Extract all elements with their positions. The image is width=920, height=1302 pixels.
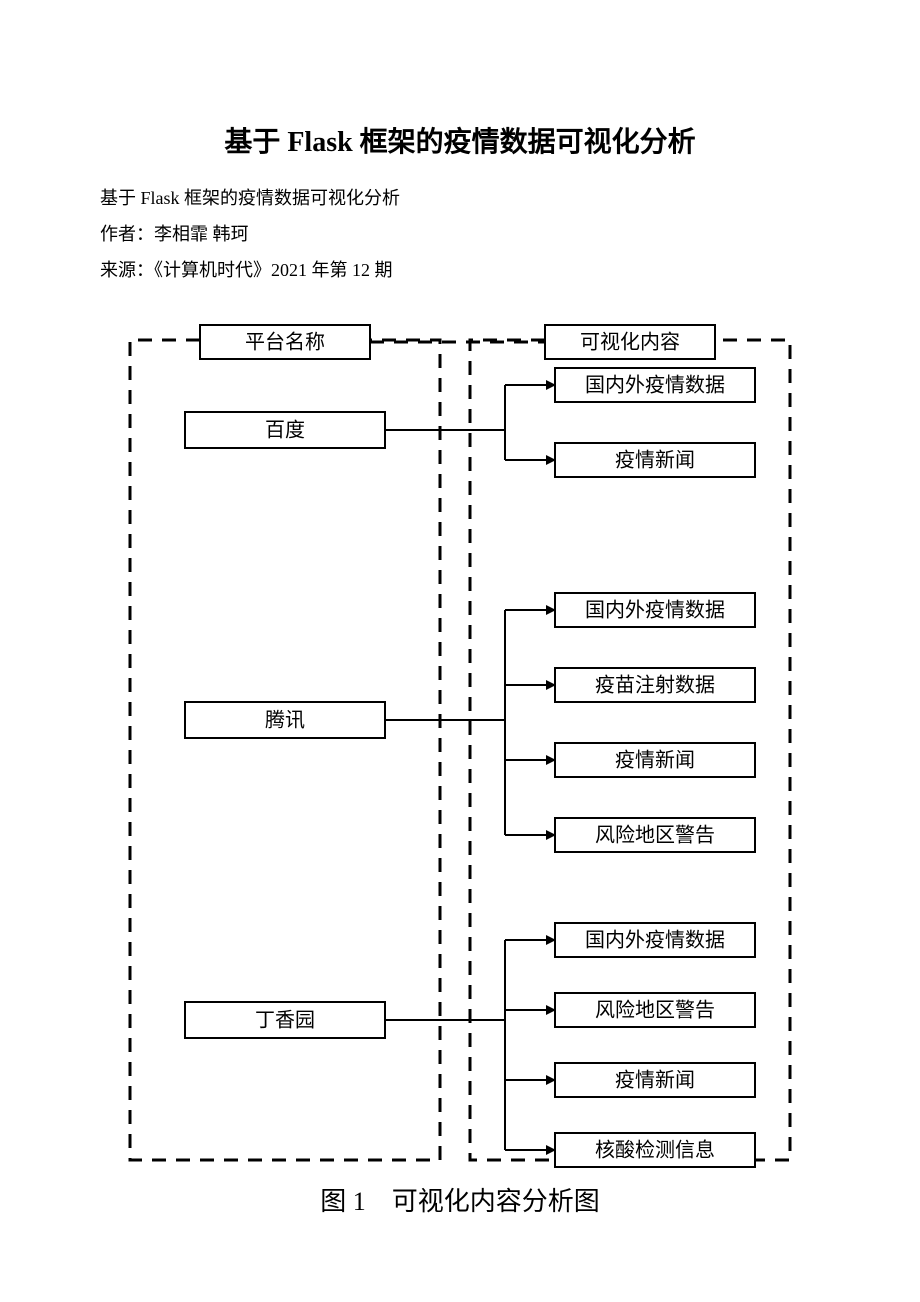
source-line: 来源：《计算机时代》2021 年第 12 期: [100, 252, 820, 288]
source-value: 《计算机时代》2021 年第 12 期: [154, 260, 393, 280]
item-box-tencent-2-label: 疫情新闻: [615, 748, 695, 771]
authors-value: 李相霏 韩珂: [154, 224, 249, 244]
item-box-tencent-0-label: 国内外疫情数据: [585, 598, 725, 621]
platform-box-baidu-label: 百度: [265, 418, 305, 441]
item-box-dxy-2-label: 疫情新闻: [615, 1068, 695, 1091]
item-box-tencent-1-label: 疫苗注射数据: [595, 673, 715, 696]
figure-1: 平台名称可视化内容百度腾讯丁香园国内外疫情数据疫情新闻国内外疫情数据疫苗注射数据…: [100, 300, 820, 1220]
item-box-tencent-3-label: 风险地区警告: [595, 823, 715, 846]
figure-caption: 图 1 可视化内容分析图: [320, 1187, 600, 1216]
authors-label: 作者：: [100, 224, 154, 244]
right-header-box-label: 可视化内容: [580, 330, 680, 353]
platform-box-dxy-label: 丁香园: [255, 1008, 315, 1031]
item-box-baidu-1-label: 疫情新闻: [615, 448, 695, 471]
item-box-baidu-0-label: 国内外疫情数据: [585, 373, 725, 396]
authors-line: 作者：李相霏 韩珂: [100, 216, 820, 252]
platform-box-tencent-label: 腾讯: [265, 708, 305, 731]
item-box-dxy-1-label: 风险地区警告: [595, 998, 715, 1021]
item-box-dxy-0-label: 国内外疫情数据: [585, 928, 725, 951]
left-header-box-label: 平台名称: [245, 330, 325, 353]
page-title: 基于 Flask 框架的疫情数据可视化分析: [100, 120, 820, 160]
item-box-dxy-3-label: 核酸检测信息: [595, 1138, 715, 1161]
flowchart-svg: 平台名称可视化内容百度腾讯丁香园国内外疫情数据疫情新闻国内外疫情数据疫苗注射数据…: [100, 300, 820, 1220]
subtitle: 基于 Flask 框架的疫情数据可视化分析: [100, 180, 820, 216]
source-label: 来源：: [100, 260, 154, 280]
